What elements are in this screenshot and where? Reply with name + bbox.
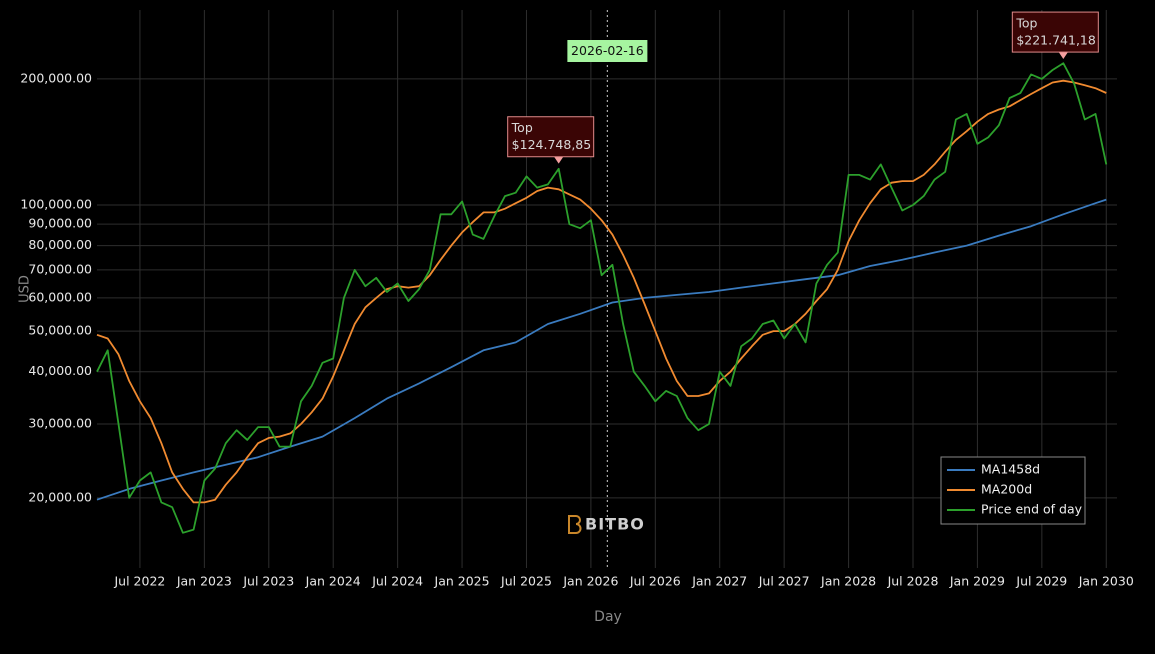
y-axis-title: USD — [18, 275, 33, 303]
series-line — [96, 62, 1108, 534]
legend-label: MA200d — [981, 482, 1032, 497]
annotation-title: Top — [511, 120, 533, 135]
date-label-box — [567, 40, 648, 62]
annotation-box — [507, 116, 595, 158]
x-tick-label: Jul 2022 — [114, 574, 166, 589]
y-tick-label: 70,000.00 — [28, 261, 92, 276]
legend-label: Price end of day — [981, 502, 1083, 517]
x-tick-label: Jan 2029 — [949, 574, 1005, 589]
y-tick-label: 100,000.00 — [20, 196, 92, 211]
x-tick-label: Jan 2027 — [691, 574, 747, 589]
x-tick-label: Jul 2026 — [629, 574, 681, 589]
x-tick-label: Jul 2027 — [758, 574, 810, 589]
y-tick-label: 200,000.00 — [20, 70, 92, 85]
x-tick-label: Jul 2029 — [1015, 574, 1067, 589]
series-line — [96, 79, 1107, 504]
annotation-title: Top — [1015, 16, 1037, 31]
watermark-text: BITBO — [585, 515, 645, 534]
y-tick-label: 40,000.00 — [28, 363, 92, 378]
y-tick-label: 80,000.00 — [28, 237, 92, 252]
x-tick-label: Jan 2023 — [176, 574, 232, 589]
x-tick-label: Jul 2028 — [887, 574, 939, 589]
x-tick-label: Jan 2025 — [434, 574, 490, 589]
watermark: BITBO — [568, 515, 645, 534]
series-line — [96, 198, 1107, 501]
annotation: Top $124.748,85 — [507, 116, 595, 164]
y-tick-label: 50,000.00 — [28, 323, 92, 338]
annotation-label: $221.741,18 — [1016, 33, 1096, 48]
x-tick-label: Jan 2030 — [1078, 574, 1134, 589]
x-tick-label: Jan 2026 — [562, 574, 618, 589]
x-tick-label: Jul 2024 — [371, 574, 423, 589]
y-tick-label: 90,000.00 — [28, 216, 92, 231]
annotation-label: $124.748,85 — [512, 137, 592, 152]
legend-label: MA1458d — [981, 462, 1040, 477]
y-tick-label: 60,000.00 — [28, 289, 92, 304]
x-tick-label: Jan 2024 — [305, 574, 361, 589]
date-label: 2026-02-16 — [571, 43, 644, 58]
annotation: Top $221.741,18 — [1011, 11, 1099, 59]
x-tick-label: Jul 2023 — [242, 574, 294, 589]
x-tick-label: Jan 2028 — [820, 574, 876, 589]
legend: MA1458d MA200d Price end of day — [940, 456, 1086, 525]
y-tick-label: 30,000.00 — [28, 416, 92, 431]
x-tick-label: Jul 2025 — [500, 574, 552, 589]
annotation-box — [1011, 11, 1099, 53]
x-axis-title: Day — [594, 609, 622, 625]
watermark-logo — [568, 515, 582, 534]
y-tick-label: 20,000.00 — [28, 489, 92, 504]
